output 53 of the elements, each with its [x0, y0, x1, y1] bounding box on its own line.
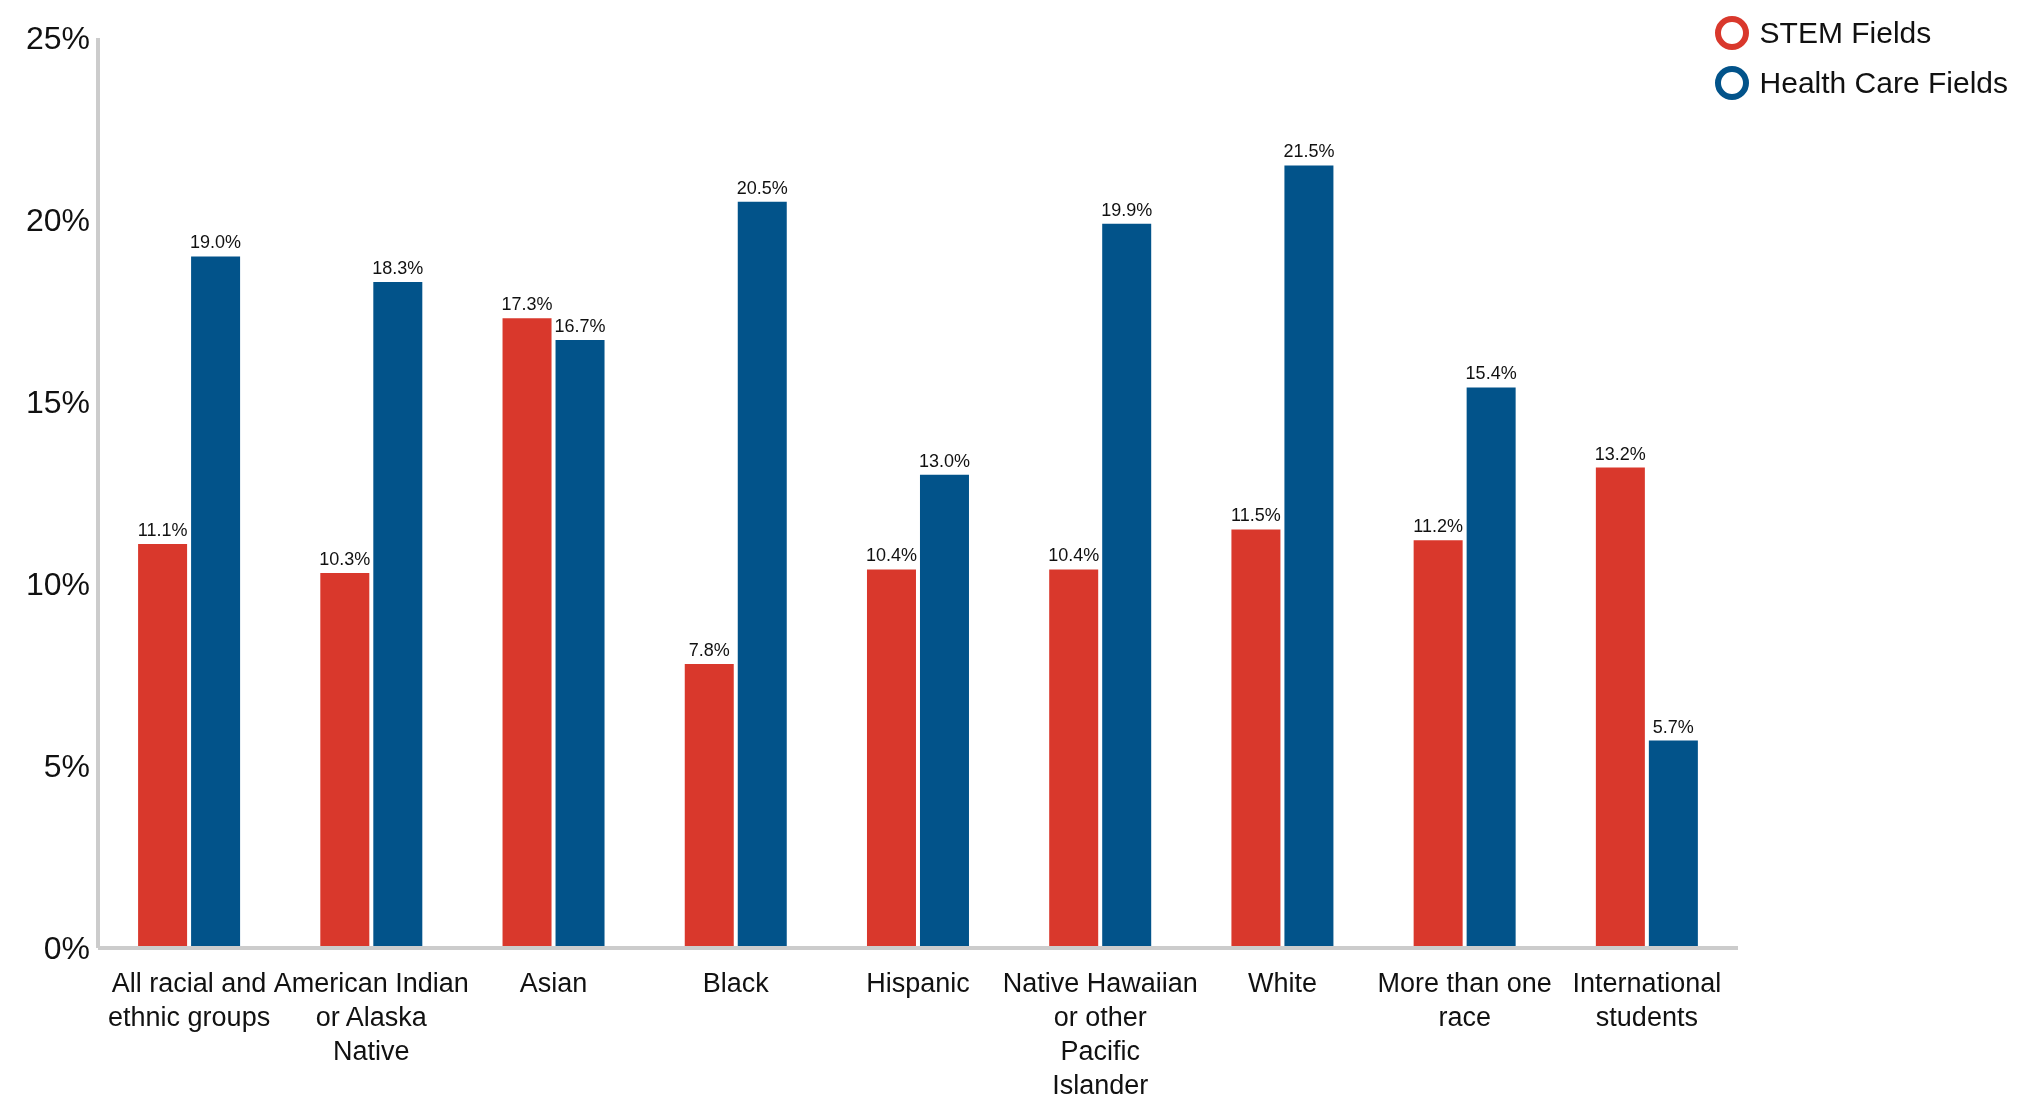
bar — [1102, 223, 1152, 948]
bar — [866, 569, 916, 948]
data-label: 11.2% — [1413, 516, 1463, 537]
bar — [555, 340, 605, 948]
bar — [1413, 540, 1463, 948]
bar — [684, 664, 734, 948]
bar — [1231, 529, 1281, 948]
x-tick-label: American Indian or Alaska Native — [273, 968, 469, 1066]
bar — [737, 201, 787, 948]
y-tick-label: 0% — [43, 930, 90, 967]
data-label: 10.4% — [865, 545, 917, 566]
bar — [373, 281, 423, 948]
data-label: 15.4% — [1465, 363, 1517, 384]
x-tick-label: Native Hawaiian or other Pacific Islander — [1002, 968, 1198, 1100]
legend-label: Health Care Fields — [1759, 66, 2008, 100]
bar — [1466, 387, 1516, 948]
bar — [502, 318, 552, 948]
data-label: 17.3% — [501, 294, 553, 315]
bar — [1648, 740, 1698, 948]
data-label: 16.7% — [554, 316, 606, 337]
data-label: 5.7% — [1652, 716, 1694, 737]
x-tick-label: All racial and ethnic groups — [108, 968, 271, 1032]
data-label: 18.3% — [372, 257, 424, 278]
data-label: 10.4% — [1048, 545, 1100, 566]
bar — [138, 543, 188, 948]
data-label: 13.2% — [1594, 443, 1646, 464]
bar — [919, 474, 969, 948]
x-tick-label: Asian — [519, 968, 588, 998]
data-label: 13.0% — [918, 450, 970, 471]
legend-label: STEM Fields — [1759, 16, 1932, 50]
data-label: 20.5% — [736, 177, 788, 198]
data-label: 19.9% — [1101, 199, 1153, 220]
bar — [1284, 165, 1334, 948]
x-tick-label: Hispanic — [866, 968, 970, 998]
x-tick-label: Black — [702, 968, 770, 998]
data-label: 10.3% — [319, 549, 371, 570]
x-tick-label: White — [1247, 968, 1317, 998]
bar — [1595, 467, 1645, 948]
bar — [191, 256, 241, 948]
data-label: 7.8% — [688, 640, 730, 661]
data-label: 11.5% — [1231, 505, 1281, 526]
data-label: 19.0% — [190, 232, 242, 253]
y-tick-label: 20% — [25, 202, 90, 239]
y-tick-label: 15% — [25, 384, 90, 421]
x-tick-label: More than one race — [1377, 968, 1552, 1032]
x-tick-label: International students — [1572, 968, 1722, 1032]
data-label: 21.5% — [1283, 141, 1335, 162]
bar — [1049, 569, 1099, 948]
y-tick-label: 10% — [25, 566, 90, 603]
y-tick-label: 5% — [43, 748, 90, 785]
y-tick-label: 25% — [25, 20, 90, 57]
data-label: 11.1% — [137, 519, 188, 540]
bar — [320, 573, 370, 948]
